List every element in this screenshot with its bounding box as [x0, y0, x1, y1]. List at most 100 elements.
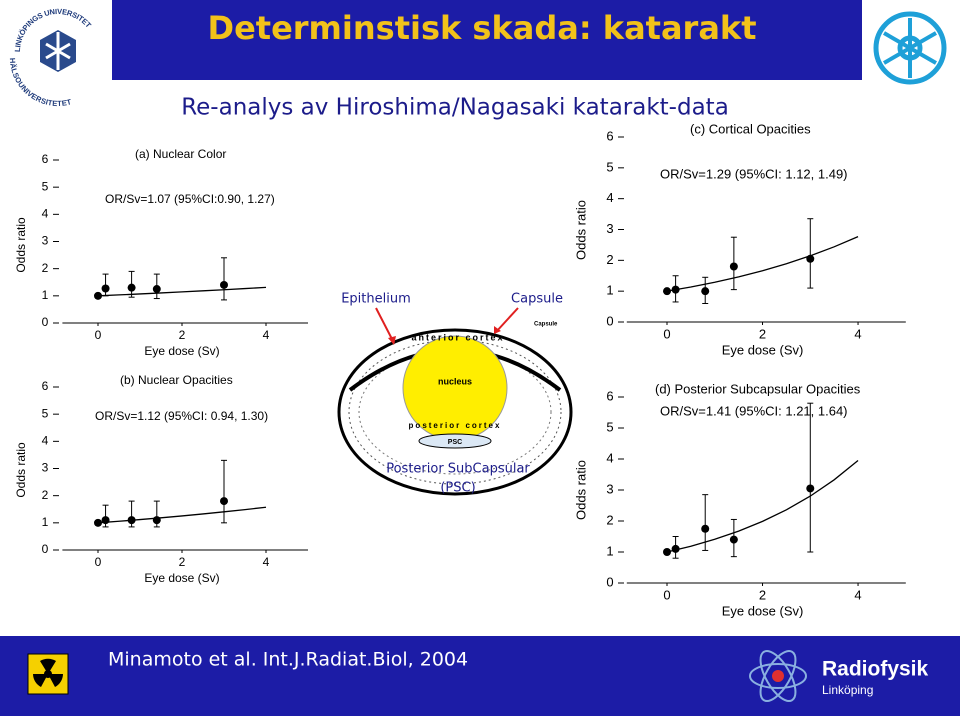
data-point: [101, 516, 110, 525]
radiation-blades: [33, 658, 63, 687]
epithelium-arrow: [375, 307, 395, 344]
psc-shape: [418, 433, 492, 449]
chart-panel: (c) Cortical Opacities OR/Sv=1.29 (95%CI:…: [573, 121, 906, 357]
x-tick-label: 4: [263, 555, 270, 569]
data-point: [729, 535, 738, 544]
data-point: [127, 283, 136, 292]
y-tick-label: 2: [42, 261, 49, 275]
y-axis-label: Odds ratio: [14, 442, 28, 498]
y-tick-label: 1: [606, 543, 613, 558]
y-tick-label: 3: [606, 221, 613, 236]
y-axis-label: Odds ratio: [14, 217, 28, 273]
atom-orbit-1: [749, 663, 807, 689]
data-point: [101, 284, 110, 293]
lens-diagram: anterior cortex nucleus posterior cortex…: [337, 292, 573, 496]
x-tick-label: 0: [663, 326, 670, 341]
data-point: [671, 544, 680, 553]
anterior-label: anterior cortex: [411, 332, 504, 342]
snowflake-ring: [873, 11, 947, 85]
fit-curve: [666, 236, 859, 292]
psc-caption-1: Posterior SubCapsular: [386, 462, 530, 477]
data-point: [701, 524, 710, 533]
panel-annotation: OR/Sv=1.07 (95%CI:0.90, 1.27): [105, 192, 275, 206]
header-title: Determinstisk skada: katarakt: [208, 9, 757, 47]
fit-curve: [666, 459, 859, 553]
y-tick-label: 6: [42, 152, 49, 166]
footer-bar: [0, 636, 960, 716]
y-tick-label: 1: [42, 288, 49, 302]
y-tick-label: 5: [42, 406, 49, 420]
capsule-arrow: [495, 307, 519, 333]
capsule-arrowhead: [494, 326, 501, 334]
lens-fibers: [348, 339, 562, 485]
x-tick-label: 0: [663, 587, 670, 602]
y-tick-label: 0: [42, 315, 49, 329]
capsule-small-label: Capsule: [534, 322, 558, 328]
data-point: [663, 287, 672, 296]
y-tick-label: 0: [606, 574, 613, 589]
x-tick-label: 2: [759, 587, 766, 602]
y-tick-label: 4: [606, 190, 613, 205]
data-point: [152, 285, 161, 294]
y-tick-label: 6: [606, 128, 613, 143]
subtitle: Re-analys av Hiroshima/Nagasaki katarakt…: [181, 95, 729, 121]
data-point: [806, 484, 815, 493]
panel-annotation: OR/Sv=1.12 (95%CI: 0.94, 1.30): [95, 409, 268, 423]
y-tick-label: 2: [42, 488, 49, 502]
x-axis-label: Eye dose (Sv): [144, 344, 219, 358]
data-point: [94, 291, 102, 300]
capsule-label: Capsule: [511, 292, 563, 307]
atom-orbit-3: [759, 650, 797, 702]
y-tick-label: 3: [606, 481, 613, 496]
footer-brand: Radiofysik: [822, 658, 929, 681]
y-tick-label: 0: [606, 313, 613, 328]
snowflake-arms: [883, 18, 937, 78]
y-tick-label: 5: [42, 179, 49, 193]
atom-nucleus: [772, 670, 784, 682]
data-point: [701, 287, 710, 296]
y-tick-label: 3: [42, 461, 49, 475]
y-tick-label: 6: [606, 388, 613, 403]
y-tick-label: 4: [606, 450, 613, 465]
x-axis-label: Eye dose (Sv): [144, 571, 219, 585]
y-tick-label: 5: [606, 419, 613, 434]
y-axis-label: Odds ratio: [573, 460, 588, 520]
data-point: [220, 497, 228, 506]
x-axis-label: Eye dose (Sv): [722, 603, 804, 618]
panel-title: (d) Posterior Subcapsular Opacities: [655, 381, 861, 396]
fit-curve: [97, 506, 267, 524]
psc-label: PSC: [448, 439, 462, 446]
snowflake-core: [897, 35, 923, 61]
nucleus-label: nucleus: [438, 376, 472, 386]
y-tick-label: 6: [42, 379, 49, 393]
logo-emblem-cross: [45, 32, 71, 70]
panel-annotation: OR/Sv=1.29 (95%CI: 1.12, 1.49): [660, 166, 848, 181]
y-tick-label: 2: [606, 512, 613, 527]
y-tick-label: 1: [606, 283, 613, 298]
x-tick-label: 2: [759, 326, 766, 341]
data-point: [671, 285, 680, 294]
chart-panel: (d) Posterior Subcapsular Opacities OR/Sv…: [573, 381, 906, 618]
y-axis-label: Odds ratio: [573, 200, 588, 260]
y-tick-label: 3: [42, 234, 49, 248]
footer-citation: Minamoto et al. Int.J.Radiat.Biol, 2004: [108, 649, 468, 671]
data-point: [806, 254, 815, 263]
x-axis-label: Eye dose (Sv): [722, 342, 804, 357]
panel-annotation: OR/Sv=1.41 (95%CI: 1.21, 1.64): [660, 403, 848, 418]
y-tick-label: 5: [606, 159, 613, 174]
header-bar: [112, 0, 862, 80]
x-tick-label: 4: [854, 587, 861, 602]
x-tick-label: 4: [263, 328, 270, 342]
fit-curve: [97, 286, 267, 297]
epithelium-label: Epithelium: [341, 292, 411, 307]
atom-logo: [749, 650, 807, 702]
panel-title: (c) Cortical Opacities: [690, 121, 811, 136]
data-point: [663, 548, 672, 556]
psc-caption-2: (PSC): [440, 481, 475, 496]
y-tick-label: 1: [42, 515, 49, 529]
panel-title: (a) Nuclear Color: [135, 147, 226, 161]
snowflake-logo: [873, 11, 947, 85]
footer-brand-sub: Linköping: [822, 683, 873, 697]
